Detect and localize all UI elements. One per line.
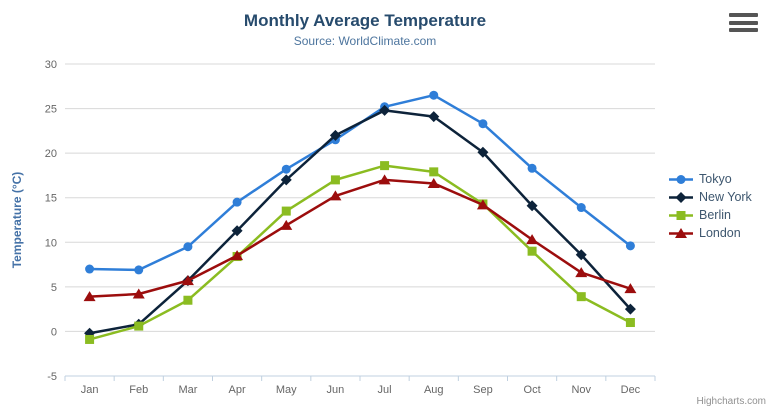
diamond-marker-icon <box>329 129 341 141</box>
export-menu-button[interactable] <box>729 13 758 32</box>
x-axis-tick-label: Jul <box>378 384 392 396</box>
triangle-marker-icon <box>675 227 687 238</box>
circle-marker-icon <box>625 241 635 251</box>
diamond-marker-icon <box>675 191 687 203</box>
diamond-marker-icon <box>624 303 636 315</box>
y-axis-tick-label: 10 <box>45 237 57 249</box>
square-marker-icon <box>281 206 291 216</box>
series-london[interactable] <box>83 174 637 302</box>
y-axis-tick-label: 5 <box>51 282 57 294</box>
diamond-marker-icon <box>379 104 391 116</box>
diamond-marker-icon <box>280 174 292 186</box>
square-marker-icon <box>676 210 686 220</box>
triangle-marker-icon <box>526 234 539 245</box>
diamond-marker-icon <box>575 249 587 261</box>
x-axis-tick-label: Mar <box>178 384 197 396</box>
x-axis-tick-label: Feb <box>129 384 148 396</box>
chart-title: Monthly Average Temperature <box>243 11 487 30</box>
hamburger-icon <box>729 13 758 17</box>
y-axis-tick-label: -5 <box>47 371 57 383</box>
legend-item-new-york[interactable]: New York <box>668 190 752 204</box>
series-tokyo[interactable] <box>85 90 635 275</box>
x-axis-tick-label: Dec <box>621 384 641 396</box>
legend-square-icon <box>669 210 693 220</box>
circle-marker-icon <box>478 119 488 129</box>
y-axis-tick-label: 30 <box>45 59 57 71</box>
chart-subtitle: Source: WorldClimate.com <box>293 34 437 48</box>
x-axis-tick-label: Sep <box>473 384 493 396</box>
square-marker-icon <box>134 321 144 331</box>
triangle-marker-icon <box>378 174 391 185</box>
circle-marker-icon <box>527 163 537 173</box>
circle-marker-icon <box>183 242 193 252</box>
legend-label: Tokyo <box>699 172 732 186</box>
circle-marker-icon <box>85 264 95 274</box>
triangle-marker-icon <box>329 190 342 201</box>
circle-marker-icon <box>134 265 144 275</box>
series-new-york[interactable] <box>84 104 636 339</box>
diamond-marker-icon <box>526 200 538 212</box>
y-axis-tick-label: 20 <box>45 148 57 160</box>
square-marker-icon <box>330 175 340 185</box>
legend-item-berlin[interactable]: Berlin <box>668 208 752 222</box>
circle-marker-icon <box>281 164 291 174</box>
circle-marker-icon <box>576 203 586 213</box>
square-marker-icon <box>429 167 439 177</box>
legend-label: London <box>699 226 741 240</box>
legend-triangle-icon <box>669 227 693 238</box>
triangle-marker-icon <box>476 199 489 210</box>
diamond-marker-icon <box>428 111 440 123</box>
x-axis-tick-label: May <box>276 384 297 396</box>
y-axis-tick-label: 15 <box>45 193 57 205</box>
legend-item-tokyo[interactable]: Tokyo <box>668 172 752 186</box>
square-marker-icon <box>576 292 586 302</box>
legend-diamond-icon <box>669 191 693 203</box>
triangle-marker-icon <box>83 291 96 302</box>
triangle-marker-icon <box>231 250 244 261</box>
triangle-marker-icon <box>280 219 293 230</box>
square-marker-icon <box>625 318 635 328</box>
square-marker-icon <box>183 295 193 305</box>
y-axis-title: Temperature (°C) <box>10 171 24 269</box>
legend-label: New York <box>699 190 752 204</box>
x-axis-tick-label: Jan <box>81 384 99 396</box>
triangle-marker-icon <box>132 288 145 299</box>
diamond-marker-icon <box>231 225 243 237</box>
x-axis-tick-label: Jun <box>327 384 345 396</box>
legend-item-london[interactable]: London <box>668 226 752 240</box>
hamburger-icon <box>729 20 758 25</box>
credits-link[interactable]: Highcharts.com <box>696 396 766 407</box>
x-axis-tick-label: Aug <box>424 384 444 396</box>
x-axis-tick-label: Apr <box>229 384 246 396</box>
circle-marker-icon <box>676 174 686 184</box>
triangle-marker-icon <box>427 177 440 188</box>
legend-circle-icon <box>669 174 693 184</box>
legend: Tokyo New York Berlin London <box>668 172 752 240</box>
y-axis-tick-label: 25 <box>45 104 57 116</box>
x-axis-tick-label: Nov <box>571 384 591 396</box>
square-marker-icon <box>85 334 95 344</box>
circle-marker-icon <box>429 90 439 100</box>
square-marker-icon <box>380 161 390 171</box>
x-axis-tick-label: Oct <box>524 384 541 396</box>
y-axis-tick-label: 0 <box>51 326 57 338</box>
triangle-marker-icon <box>575 267 588 278</box>
circle-marker-icon <box>232 197 242 207</box>
square-marker-icon <box>527 246 537 256</box>
legend-label: Berlin <box>699 208 731 222</box>
triangle-marker-icon <box>181 275 194 286</box>
diamond-marker-icon <box>477 146 489 158</box>
hamburger-icon <box>729 28 758 32</box>
triangle-marker-icon <box>624 283 637 294</box>
